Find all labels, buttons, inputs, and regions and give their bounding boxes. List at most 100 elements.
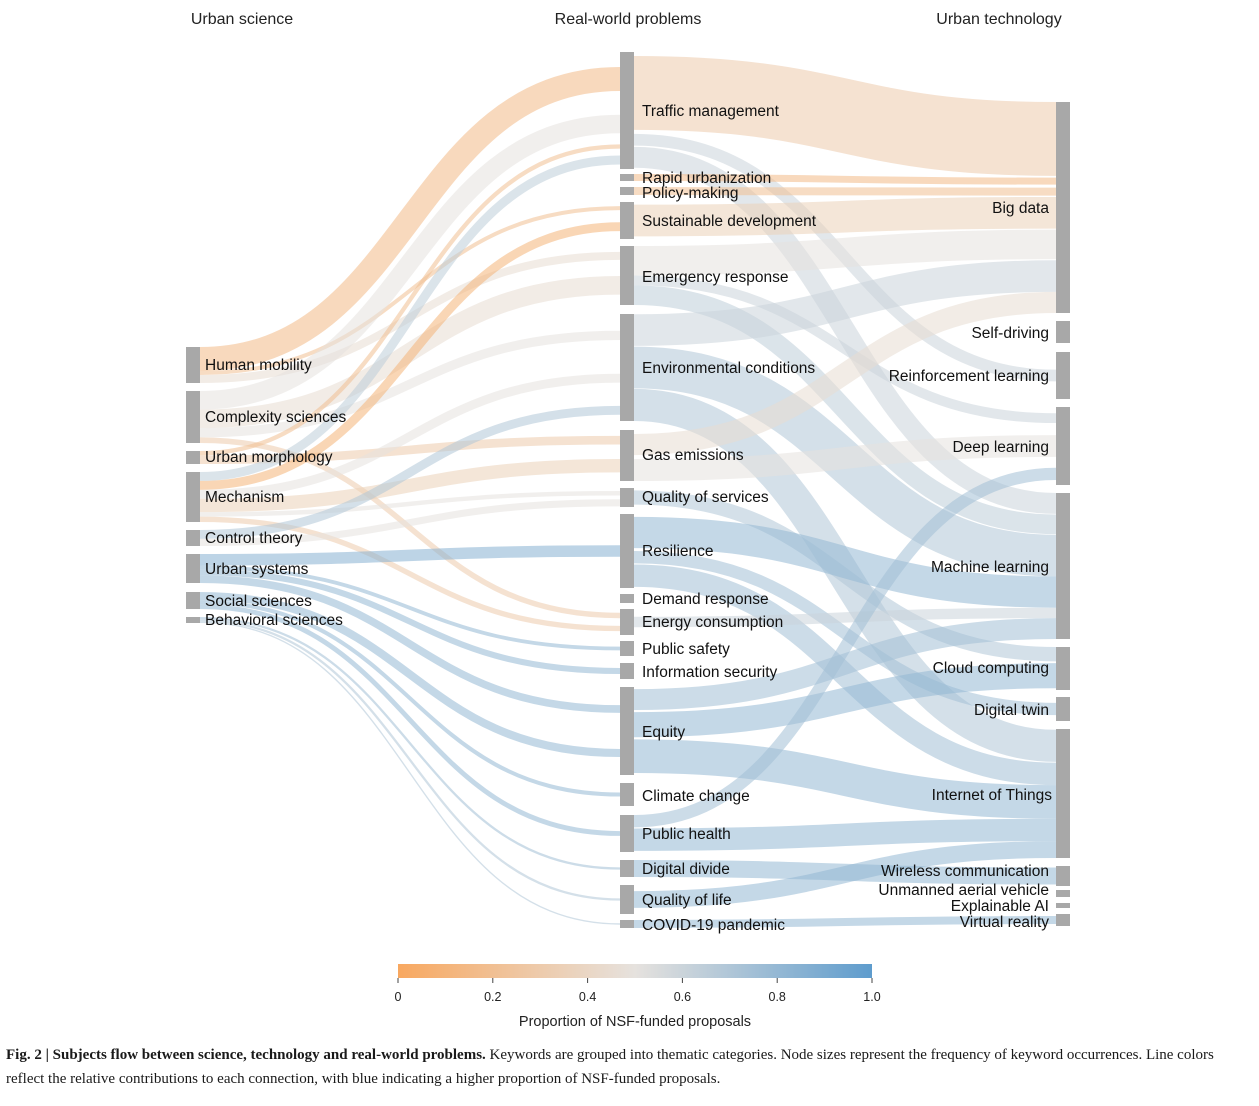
flow-link-emergency-response-to-deep-learning: [633, 275, 1057, 424]
flow-link-human-mobility-to-traffic-management: [199, 67, 621, 371]
flow-link-sustainable-development-to-big-data: [633, 196, 1057, 237]
node-label-information-security: Information security: [642, 664, 777, 681]
node-bar-reinforcement-learning: [1056, 352, 1070, 399]
sankey-nodes: [186, 52, 1070, 928]
node-label-quality-of-services: Quality of services: [642, 489, 769, 506]
node-label-reinforcement-learning: Reinforcement learning: [889, 368, 1049, 385]
figure-caption: Fig. 2 | Subjects flow between science, …: [6, 1043, 1254, 1091]
node-bar-traffic-management: [620, 52, 634, 169]
flow-link-resilience-to-digital-twin: [633, 551, 1057, 716]
flow-link-behavioral-sciences-to-digital-divide: [199, 617, 621, 870]
node-bar-complexity-sciences: [186, 391, 200, 443]
flow-link-gas-emissions-to-deep-learning: [633, 435, 1057, 481]
caption-label: Fig. 2 | Subjects flow between science, …: [6, 1047, 486, 1063]
node-bar-sustainable-development: [620, 202, 634, 239]
node-label-mechanism: Mechanism: [205, 489, 284, 506]
node-bar-digital-twin: [1056, 697, 1070, 721]
node-label-quality-of-life: Quality of life: [642, 892, 732, 909]
flow-link-quality-of-life-to-internet-of-things: [633, 841, 1057, 908]
node-bar-social-sciences: [186, 592, 200, 609]
node-label-equity: Equity: [642, 724, 685, 741]
node-bar-mechanism: [186, 472, 200, 522]
flow-link-equity-to-internet-of-things: [633, 739, 1057, 819]
colorbar-title: Proportion of NSF-funded proposals: [519, 1014, 751, 1030]
flow-link-traffic-management-to-big-data: [633, 56, 1057, 176]
node-bar-public-safety: [620, 641, 634, 656]
node-label-control-theory: Control theory: [205, 530, 303, 547]
node-label-public-health: Public health: [642, 826, 731, 843]
flow-link-control-theory-to-environmental-conditions: [199, 405, 621, 539]
node-bar-deep-learning: [1056, 407, 1070, 485]
node-bar-quality-of-services: [620, 488, 634, 507]
node-bar-behavioral-sciences: [186, 617, 200, 623]
node-label-demand-response: Demand response: [642, 591, 769, 608]
node-label-social-sciences: Social sciences: [205, 593, 312, 610]
flow-link-complexity-sciences-to-traffic-management: [199, 114, 621, 410]
flow-link-social-sciences-to-public-health: [199, 604, 621, 836]
sankey-diagram: Urban science Real-world problems Urban …: [186, 11, 1070, 1030]
flow-link-energy-consumption-to-machine-learning: [633, 607, 1057, 628]
flow-link-mechanism-to-sustainable-development: [199, 222, 621, 490]
node-bar-rapid-urbanization: [620, 174, 634, 181]
node-label-explainable-ai: Explainable AI: [951, 898, 1049, 915]
caption-text: Keywords are grouped into thematic categ…: [6, 1047, 1214, 1087]
flow-link-urban-morphology-to-traffic-management: [199, 144, 621, 456]
colorbar-tick-label: 0.2: [484, 990, 501, 1004]
node-label-covid-19-pandemic: COVID-19 pandemic: [642, 917, 785, 934]
node-bar-gas-emissions: [620, 430, 634, 481]
node-bar-quality-of-life: [620, 885, 634, 914]
node-label-traffic-management: Traffic management: [642, 103, 780, 120]
flow-link-mechanism-to-gas-emissions: [199, 459, 621, 513]
node-label-rapid-urbanization: Rapid urbanization: [642, 170, 771, 187]
node-label-policy-making: Policy-making: [642, 185, 738, 202]
flow-link-policy-making-to-big-data: [633, 187, 1057, 196]
node-bar-demand-response: [620, 594, 634, 603]
node-bar-environmental-conditions: [620, 314, 634, 421]
node-bar-covid-19-pandemic: [620, 920, 634, 928]
node-label-cloud-computing: Cloud computing: [933, 660, 1049, 677]
node-bar-big-data: [1056, 102, 1070, 313]
node-bar-energy-consumption: [620, 609, 634, 635]
flow-link-urban-systems-to-public-safety: [199, 565, 621, 651]
node-label-environmental-conditions: Environmental conditions: [642, 360, 815, 377]
node-bar-policy-making: [620, 187, 634, 195]
node-label-self-driving: Self-driving: [971, 325, 1049, 342]
node-label-internet-of-things: Internet of Things: [932, 787, 1053, 804]
flow-link-urban-systems-to-equity: [199, 575, 621, 713]
flow-link-public-health-to-deep-learning: [633, 467, 1057, 828]
node-bar-public-health: [620, 815, 634, 852]
flow-link-mechanism-to-traffic-management: [199, 155, 621, 481]
flow-link-social-sciences-to-climate-change: [199, 600, 621, 797]
flow-link-human-mobility-to-sustainable-development: [199, 206, 621, 375]
node-bar-climate-change: [620, 783, 634, 806]
node-label-human-mobility: Human mobility: [205, 357, 312, 374]
node-label-urban-systems: Urban systems: [205, 561, 309, 578]
flow-link-control-theory-to-quality-of-services: [199, 499, 621, 546]
column-title-urban-science: Urban science: [191, 11, 293, 28]
node-bar-self-driving: [1056, 321, 1070, 343]
flow-link-environmental-conditions-to-big-data: [633, 260, 1057, 346]
flow-link-resilience-to-machine-learning: [633, 516, 1057, 608]
node-label-deep-learning: Deep learning: [952, 439, 1049, 456]
node-bar-information-security: [620, 663, 634, 679]
flow-link-social-sciences-to-equity: [199, 592, 621, 758]
flow-link-public-health-to-internet-of-things: [633, 818, 1057, 851]
colorbar-tick-label: 0.4: [579, 990, 596, 1004]
node-label-resilience: Resilience: [642, 543, 714, 560]
flow-link-behavioral-sciences-to-covid-19-pandemic: [199, 621, 621, 925]
node-label-wireless-communication: Wireless communication: [881, 863, 1049, 880]
colorbar-tick-label: 1.0: [863, 990, 880, 1004]
node-label-digital-twin: Digital twin: [974, 702, 1049, 719]
flow-link-emergency-response-to-machine-learning: [633, 285, 1057, 535]
node-bar-wireless-communication: [1056, 866, 1070, 886]
node-label-virtual-reality: Virtual reality: [960, 914, 1050, 931]
colorbar-tick-label: 0.6: [674, 990, 691, 1004]
node-label-behavioral-sciences: Behavioral sciences: [205, 612, 343, 629]
flow-link-mechanism-to-quality-of-services: [199, 491, 621, 517]
node-bar-urban-morphology: [186, 451, 200, 464]
node-bar-resilience: [620, 514, 634, 588]
colorbar-ticks: 0 0.2 0.4 0.6 0.8 1.0: [395, 978, 881, 1004]
flow-link-rapid-urbanization-to-big-data: [633, 174, 1057, 185]
node-label-digital-divide: Digital divide: [642, 861, 730, 878]
node-label-public-safety: Public safety: [642, 641, 730, 658]
